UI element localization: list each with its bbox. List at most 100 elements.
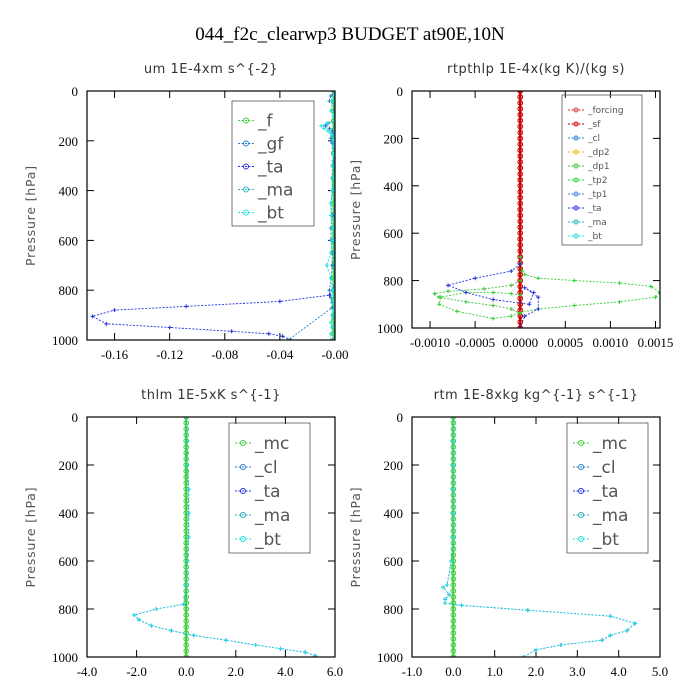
x-tick-label: 0.0000	[502, 335, 538, 350]
series-point-bt	[330, 188, 335, 193]
series-point-mc	[450, 450, 457, 456]
series-point-sf	[517, 141, 524, 148]
series-point-mc	[183, 654, 189, 657]
series-point-ta	[333, 283, 335, 288]
y-tick-label: 600	[384, 554, 404, 569]
series-point-bt	[253, 643, 258, 647]
series-point-mc	[183, 444, 189, 450]
series-point-ta	[90, 314, 95, 319]
series-point-mc	[183, 432, 189, 438]
legend-label: _dp2	[587, 148, 610, 158]
legend-label: _sf	[587, 120, 601, 130]
series-point-sf	[517, 171, 524, 177]
series-point-gf	[323, 123, 328, 128]
figure-title: 044_f2c_clearwp3 BUDGET at90E,10N	[195, 24, 505, 45]
series-point-sf	[517, 129, 524, 136]
series-point-tp2	[653, 295, 658, 300]
series-point-gf	[327, 126, 332, 131]
legend-label: _cl	[592, 458, 616, 478]
series-point-ta	[104, 321, 109, 326]
series-point-ta	[229, 329, 234, 334]
legend-label: _ma	[587, 218, 607, 228]
series-point-mc	[183, 564, 189, 570]
plot-frame	[86, 90, 336, 341]
series-point-sf	[517, 153, 524, 159]
series-point-mc	[450, 618, 457, 624]
x-tick-label: 0.0	[178, 664, 194, 679]
series-point-mc	[450, 594, 457, 600]
legend-label: _ma	[254, 506, 290, 526]
series-point-bt	[451, 487, 456, 491]
series-point-bt	[534, 647, 538, 652]
series-point-bt	[333, 118, 335, 123]
series-point-mc	[183, 528, 189, 534]
legend-label: _bt	[257, 204, 284, 224]
panel-title: thlm 1E-5xK s^{-1}	[141, 388, 281, 403]
series-point-bt	[443, 601, 448, 605]
series-point-tp2	[509, 291, 514, 296]
series-point-ta	[288, 338, 293, 340]
y-tick-label: 1000	[52, 650, 78, 665]
series-point-bt	[137, 617, 142, 622]
series-point-dp1	[518, 278, 523, 283]
series-point-bt	[313, 653, 318, 657]
series-point-mc	[183, 612, 189, 618]
x-tick-label: 3.0	[569, 664, 585, 679]
series-point-tp2	[491, 290, 496, 295]
panel-3: rtm 1E-8xkg kg^{-1} s^{-1} Pressure [hPa]…	[348, 388, 668, 679]
legend-label: _ta	[592, 482, 619, 502]
series-point-ta	[522, 285, 527, 290]
series-point-sf	[517, 218, 524, 225]
series-point-tp2	[518, 254, 523, 259]
legend-label: _ma	[257, 181, 293, 201]
legend-box	[231, 100, 315, 227]
series-point-f	[330, 118, 335, 124]
series-point-mc	[183, 636, 189, 642]
y-tick-label: 1000	[377, 650, 403, 665]
series-point-sf	[517, 177, 524, 183]
series-point-bt	[451, 439, 456, 443]
series-point-mc	[183, 480, 189, 486]
panels-container: um 1E-4xm s^{-2} Pressure [hPa] 0 200 400 600…	[23, 62, 673, 679]
series-point-ta	[327, 293, 332, 298]
x-tick-label: -0.08	[211, 347, 238, 362]
series-point-tp2	[536, 276, 541, 281]
x-tick-label: -0.12	[156, 347, 183, 362]
series-point-sf	[517, 123, 524, 130]
y-axis-label: Pressure [hPa]	[348, 487, 363, 588]
series-point-bt	[185, 463, 190, 467]
series-point-mc	[450, 642, 457, 648]
x-tick-label: -0.00	[321, 347, 348, 362]
series-point-dp1	[464, 299, 469, 304]
series-point-mc	[183, 576, 189, 582]
legend-label: _f	[257, 112, 274, 132]
series-line-tp2	[438, 256, 660, 319]
series-point-gf	[330, 128, 335, 133]
series-point-mc	[183, 552, 189, 558]
series-point-mc	[450, 588, 457, 594]
series-point-mc	[450, 630, 457, 636]
series-point-bt	[223, 638, 228, 643]
x-tick-label: 4.0	[611, 664, 627, 679]
series-point-sf	[517, 271, 524, 278]
series-point-sf	[517, 100, 524, 106]
series-point-bt	[330, 313, 335, 318]
legend-box	[228, 422, 311, 554]
legend-box	[566, 422, 649, 554]
plot-frame	[411, 416, 661, 658]
series-point-sf	[517, 165, 524, 171]
y-tick-label: 800	[59, 283, 79, 298]
series-point-sf	[517, 117, 524, 124]
series-point-tp2	[617, 299, 622, 304]
series-point-mc	[183, 594, 189, 600]
series-line-gf	[287, 91, 335, 340]
series-point-sf	[517, 183, 524, 189]
legend-label: _cl	[587, 134, 600, 144]
series-point-ta	[112, 308, 117, 313]
panel-1: rtpthlp 1E-4x(kg K)/(kg s) Pressure [hPa]…	[348, 62, 673, 350]
series-point-bt	[191, 633, 196, 638]
series-point-dp1	[509, 307, 514, 312]
series-point-mc	[183, 606, 189, 612]
series-point-bt	[624, 628, 629, 633]
